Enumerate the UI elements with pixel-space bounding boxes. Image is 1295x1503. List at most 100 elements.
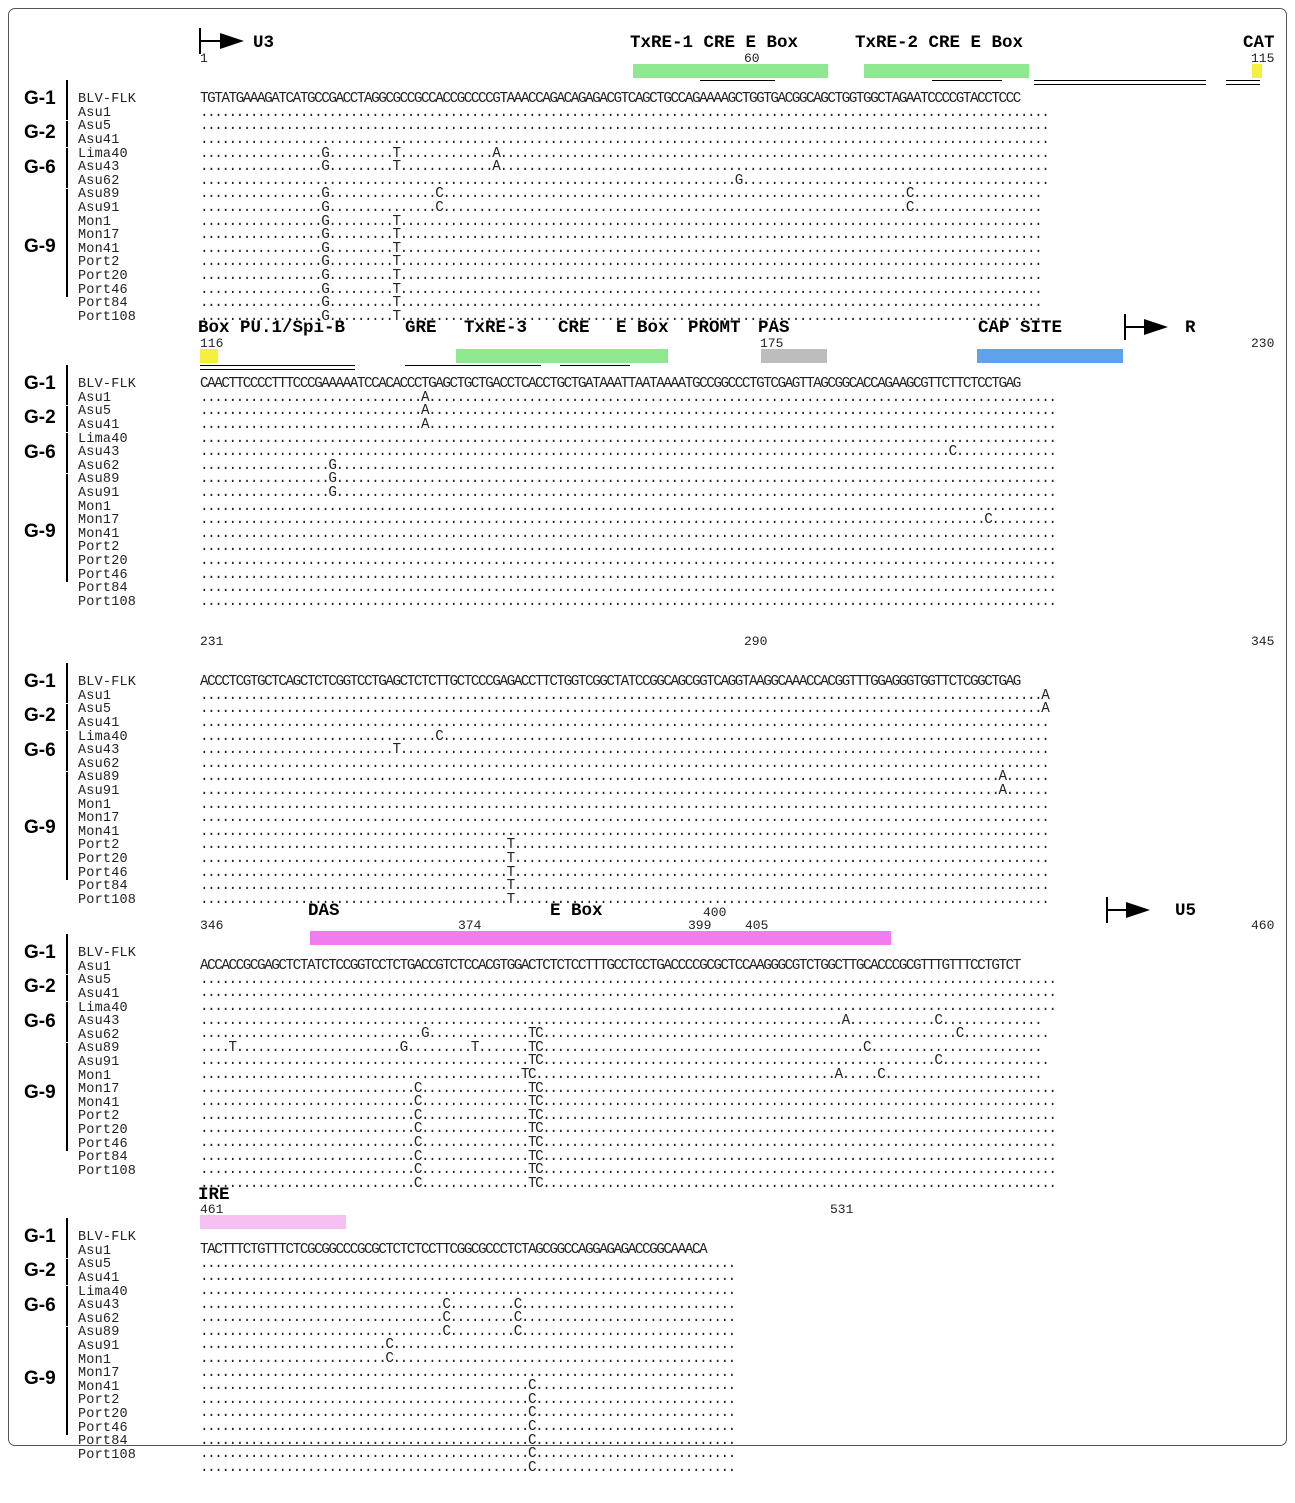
sequence-row: ..........................C.............… — [200, 1337, 736, 1354]
taxon-label: Mon1 — [78, 797, 112, 813]
group-label-g1: G-1 — [24, 1226, 56, 1247]
taxon-label: Mon17 — [78, 1366, 120, 1382]
reference-sequence: TGTATGAAAGATCATGCCGACCTAGGCGCCGCCACCGCCC… — [200, 91, 1021, 108]
underline-motif — [1226, 80, 1260, 81]
taxon-label: Port84 — [78, 1434, 128, 1450]
position-number: 399 — [688, 918, 712, 933]
sequence-row: ........................................… — [200, 1012, 1043, 1029]
sequence-row: .................G.........T............… — [200, 240, 1043, 257]
taxon-label: Asu43 — [78, 160, 120, 176]
taxon-label: Asu41 — [78, 715, 120, 731]
taxon-label: Port2 — [78, 540, 120, 556]
highlight-txre1 — [633, 64, 828, 78]
sequence-row: .................G.........T............… — [200, 295, 1043, 312]
sequence-row: ........................................… — [200, 512, 1057, 529]
sequence-row: ..................G.....................… — [200, 471, 1057, 488]
taxon-label: Asu41 — [78, 417, 120, 433]
taxon-label: Mon1 — [78, 499, 112, 515]
group-bracket — [66, 1327, 68, 1435]
taxon-label: Mon1 — [78, 1068, 112, 1084]
group-bracket — [66, 975, 68, 1001]
sequence-row: ........................................… — [200, 714, 1050, 731]
feature-label-txre2: TxRE-2 CRE E Box — [855, 33, 1024, 53]
taxa-names: BLV-FLK Asu1 Asu5 Asu41 Lima40 Asu43 Asu62 Asu8… — [78, 649, 136, 934]
highlight-cap-site — [977, 349, 1123, 363]
sequence-row: ........................................… — [200, 593, 1057, 610]
sequence-row: .................G.........T............… — [200, 254, 1043, 271]
feature-label-u5: U5 — [1175, 901, 1197, 921]
sequence-row: .................G.........T............… — [200, 227, 1043, 244]
group-label-g6: G-6 — [24, 1011, 56, 1032]
taxa-names: BLV-FLK Asu1 Asu5 Asu41 Lima40 Asu43 Asu62 Asu8… — [78, 920, 136, 1205]
group-label-g6: G-6 — [24, 1295, 56, 1316]
taxon-label: Asu43 — [78, 743, 120, 759]
sequence-row: ..............................C.........… — [200, 1080, 1057, 1097]
taxon-label: BLV-FLK — [78, 377, 137, 393]
taxon-label: Mon41 — [78, 526, 120, 542]
sequence-row: ..............................C.........… — [200, 1107, 1057, 1124]
sequence-row: .................G...............C......… — [200, 186, 1043, 203]
taxon-label: Port46 — [78, 1420, 128, 1436]
taxon-label: Asu91 — [78, 783, 120, 799]
taxon-label: Asu1 — [78, 390, 112, 406]
group-label-g2: G-2 — [24, 1260, 56, 1281]
group-label-g1: G-1 — [24, 373, 56, 394]
transcription-arrow-icon — [199, 28, 244, 54]
taxon-label: Asu1 — [78, 688, 112, 704]
taxon-label: Port20 — [78, 1406, 128, 1422]
underline-motif — [1034, 80, 1206, 81]
taxon-label: Asu89 — [78, 770, 120, 786]
sequence-row: .................G.........T............… — [200, 308, 1043, 325]
taxon-label: Asu5 — [78, 702, 112, 718]
feature-label-cat: CAT — [1243, 33, 1275, 53]
feature-label-u3: U3 — [253, 33, 275, 53]
feature-label-pas: PAS — [758, 318, 790, 338]
group-label-g2: G-2 — [24, 407, 56, 428]
taxon-label: Mon41 — [78, 824, 120, 840]
taxon-label: Asu1 — [78, 959, 112, 975]
taxon-label: Port2 — [78, 255, 120, 271]
group-bracket — [66, 365, 68, 405]
taxon-label: Port108 — [78, 1163, 137, 1179]
taxon-label: Port84 — [78, 1150, 128, 1166]
sequence-row: ........................................… — [200, 1053, 1050, 1070]
taxon-label: Port46 — [78, 567, 128, 583]
sequence-row: .................G...............C......… — [200, 199, 1043, 216]
taxon-label: Asu5 — [78, 119, 112, 135]
sequence-rows: TACTTTCTGTTTCTCGCGGCCCGCGCTCTCTCCTTCGGCG… — [200, 1217, 736, 1502]
feature-label-txre1: TxRE-1 CRE E Box — [630, 33, 799, 53]
taxon-label: Asu62 — [78, 173, 120, 189]
reference-sequence: ACCACCGCGAGCTCTATCTCCGGTCCTCTGACCGTCTCCA… — [200, 958, 1021, 975]
position-number: 231 — [200, 634, 224, 649]
taxon-label: Port46 — [78, 865, 128, 881]
position-number: 460 — [1251, 918, 1275, 933]
group-label-g2: G-2 — [24, 976, 56, 997]
sequence-row: ........................................… — [200, 701, 1050, 718]
group-label-g9: G-9 — [24, 236, 56, 257]
taxon-label: Lima40 — [78, 146, 128, 162]
sequence-row: ..............................C.........… — [200, 1162, 1057, 1179]
sequence-row: .................G.........T............… — [200, 267, 1043, 284]
taxa-names: BLV-FLK Asu1 Asu5 Asu41 Lima40 Asu43 Asu62 Asu8… — [78, 351, 136, 636]
sequence-row: ........................................… — [200, 1255, 736, 1272]
taxon-label: Asu62 — [78, 458, 120, 474]
taxon-label: Mon41 — [78, 1379, 120, 1395]
feature-label-txre3: TxRE-3 — [464, 318, 528, 338]
group-label-g1: G-1 — [24, 88, 56, 109]
taxon-label: Asu41 — [78, 986, 120, 1002]
sequence-row: ..........................C.............… — [200, 1350, 736, 1367]
position-number: 116 — [200, 336, 224, 351]
taxon-label: Port20 — [78, 1122, 128, 1138]
sequence-row: ..............................C.........… — [200, 1094, 1057, 1111]
taxon-label: Port2 — [78, 838, 120, 854]
feature-label-pu1: Box PU.1/Spi-B — [198, 318, 346, 338]
taxon-label: Asu91 — [78, 485, 120, 501]
sequence-rows: ACCACCGCGAGCTCTATCTCCGGTCCTCTGACCGTCTCCA… — [200, 933, 1057, 1218]
group-bracket — [66, 406, 68, 432]
sequence-row: .................G.........T............… — [200, 145, 1050, 162]
reference-sequence: CAACTTCCCCTTTCCCGAAAAATCCACACCCTGAGCTGCT… — [200, 376, 1021, 393]
sequence-row: ........................................… — [200, 850, 1050, 867]
taxon-label: Asu91 — [78, 200, 120, 216]
sequence-row: ........................................… — [200, 687, 1050, 704]
sequence-row: ........................................… — [200, 1405, 736, 1422]
